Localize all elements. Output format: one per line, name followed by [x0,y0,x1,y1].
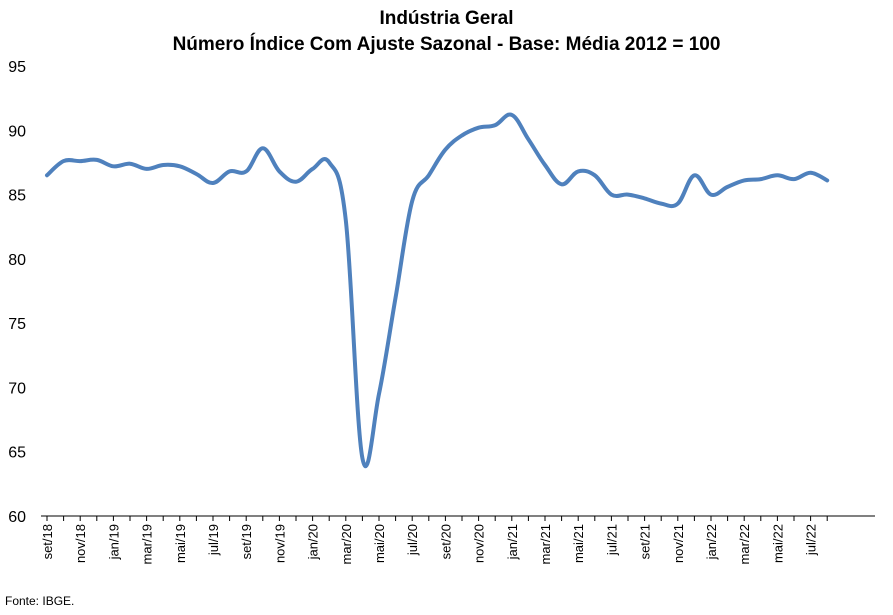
chart-title-line-1: Indústria Geral [379,8,514,29]
x-tick-label: mai/21 [571,524,586,563]
chart-title: Indústria Geral Número Índice Com Ajuste… [0,6,893,58]
x-tick-label: nov/20 [472,524,487,563]
x-tick-label: set/20 [438,524,453,559]
x-tick-label: nov/19 [272,524,287,563]
x-tick-label: jan/22 [704,524,719,560]
x-tick-label: mai/20 [372,524,387,563]
x-tick-label: set/21 [638,524,653,559]
chart-subtitle: Número Índice Com Ajuste Sazonal - Base:… [172,34,721,55]
y-tick-label: 90 [8,123,26,140]
x-tick-label: nov/21 [671,524,686,563]
x-tick-label: jul/22 [804,524,819,556]
series-layer [45,112,830,469]
x-tick-label: jul/20 [405,524,420,556]
x-tick-label: mai/19 [173,524,188,563]
series-line [45,112,830,469]
source-note: Fonte: IBGE. [5,594,75,608]
x-tick-label: jan/19 [106,524,121,560]
x-tick-label: nov/18 [73,524,88,563]
y-axis: 60 65 70 75 80 85 90 95 [8,59,26,526]
y-tick-label: 60 [8,509,26,526]
x-tick-label: set/18 [40,524,55,559]
x-tick-label: mar/22 [737,524,752,564]
x-tick-label: jul/19 [206,524,221,556]
x-tick-label: mar/20 [339,524,354,564]
x-tick-label: mai/22 [770,524,785,563]
y-tick-label: 75 [8,316,26,333]
x-axis: set/18 nov/18 jan/19 mar/19 mai/19 jul/19 set/… [40,515,875,564]
x-tick-label: jan/20 [306,524,321,560]
y-tick-label: 80 [8,252,26,269]
x-tick-label: jan/21 [505,524,520,560]
y-tick-label: 85 [8,188,26,205]
y-tick-label: 95 [8,59,26,76]
x-tick-label: mar/19 [140,524,155,564]
x-tick-label: mar/21 [538,524,553,564]
y-tick-label: 65 [8,445,26,462]
x-tick-label: jul/21 [604,524,619,556]
y-tick-label: 70 [8,380,26,397]
x-tick-label: set/19 [239,524,254,559]
